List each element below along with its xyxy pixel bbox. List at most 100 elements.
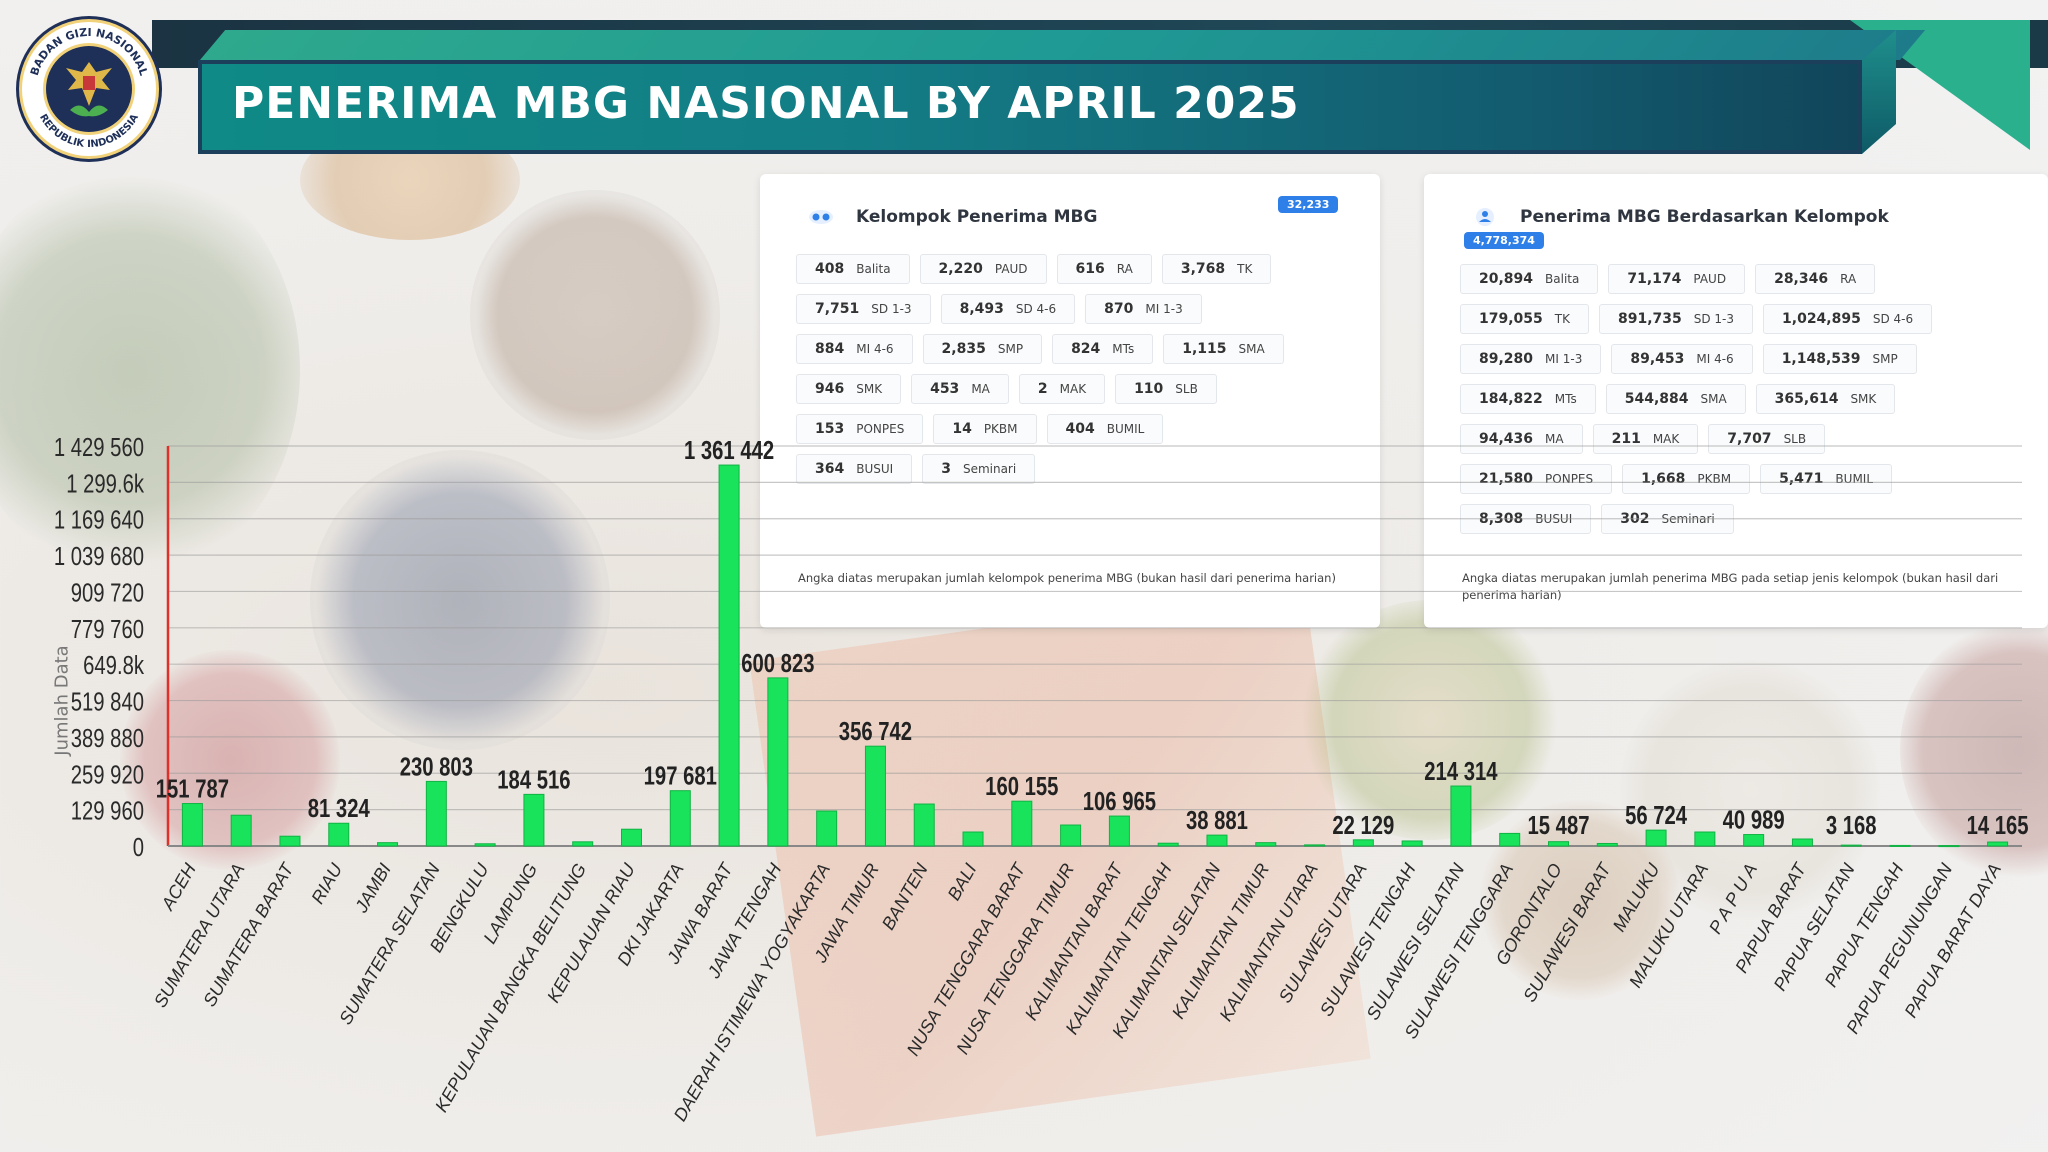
recipients-by-group-panel: Penerima MBG Berdasarkan Kelompok 4,778,… <box>1424 174 2048 628</box>
group-chip: 616 RA <box>1056 254 1152 284</box>
chip-label: SD 1-3 <box>871 302 912 316</box>
bar <box>1304 844 1326 847</box>
chip-label: RA <box>1116 262 1133 276</box>
chip-label: TK <box>1237 262 1253 276</box>
panel-title: Penerima MBG Berdasarkan Kelompok <box>1520 207 1889 227</box>
chip-label: MA <box>971 382 990 396</box>
chip-label: MI 1-3 <box>1545 352 1583 366</box>
panel-note: Angka diatas merupakan jumlah kelompok p… <box>798 571 1336 585</box>
bar <box>816 810 838 847</box>
chip-value: 110 <box>1134 381 1164 397</box>
y-tick-label: 129 960 <box>71 796 144 825</box>
x-tick-label: KEPULAUAN RIAU <box>543 859 639 1006</box>
chip-value: 1,668 <box>1641 471 1686 487</box>
group-chip: 1,148,539 SMP <box>1762 344 1917 374</box>
chip-value: 211 <box>1611 431 1641 447</box>
bar <box>523 793 545 847</box>
group-chip: 7,751 SD 1-3 <box>796 294 931 324</box>
chip-row: 20,894 Balita 71,174 PAUD 28,346 RA <box>1460 264 1932 294</box>
chip-label: BUMIL <box>1106 422 1145 436</box>
chip-row: 884 MI 4-6 2,835 SMP 824 MTs 1,115 SMA <box>796 334 1284 364</box>
chip-row: 7,751 SD 1-3 8,493 SD 4-6 870 MI 1-3 <box>796 294 1284 324</box>
bar <box>1743 834 1765 847</box>
background-bowl-oats <box>1620 660 1880 920</box>
x-tick-label: RIAU <box>307 859 346 907</box>
chip-label: PAUD <box>1693 272 1727 286</box>
y-tick-label: 909 720 <box>71 578 144 607</box>
group-chip: 89,280 MI 1-3 <box>1460 344 1602 374</box>
bar <box>1401 840 1423 847</box>
chip-value: 1,148,539 <box>1781 351 1861 367</box>
data-label: 14 165 <box>1967 811 2029 840</box>
chip-value: 1,115 <box>1182 341 1227 357</box>
chip-value: 7,707 <box>1727 431 1772 447</box>
chip-label: SD 1-3 <box>1693 312 1735 326</box>
chip-label: MA <box>1545 432 1564 446</box>
chip-row: 21,580 PONPES 1,668 PKBM 5,471 BUMIL <box>1460 464 1932 494</box>
x-tick-label: SUMATERA UTARA <box>150 860 249 1011</box>
chip-row: 184,822 MTs 544,884 SMA 365,614 SMK <box>1460 384 1932 414</box>
x-tick-label: JAMBI <box>351 860 395 917</box>
chip-label: SMA <box>1238 342 1265 356</box>
chip-label: Balita <box>1545 272 1580 286</box>
chip-value: 94,436 <box>1479 431 1534 447</box>
chip-label: MI 4-6 <box>1696 352 1734 366</box>
chip-label: MAK <box>1059 382 1087 396</box>
bar <box>1596 842 1618 847</box>
chip-row: 179,055 TK 891,735 SD 1-3 1,024,895 SD 4-6 <box>1460 304 1933 334</box>
x-tick-label: SUMATERA BARAT <box>199 858 298 1010</box>
chip-label: SLB <box>1783 432 1807 446</box>
chip-value: 21,580 <box>1479 471 1534 487</box>
bar <box>1108 815 1130 847</box>
data-label: 22 129 <box>1332 810 1394 839</box>
chip-value: 3,768 <box>1180 261 1226 277</box>
chip-value: 28,346 <box>1774 271 1829 287</box>
group-chip: 179,055 TK <box>1460 304 1589 334</box>
chip-value: 71,174 <box>1627 271 1682 287</box>
chip-value: 404 <box>1065 421 1095 437</box>
background-bowl-grains <box>470 190 720 440</box>
page-title: PENERIMA MBG NASIONAL BY APRIL 2025 <box>232 78 1300 129</box>
chip-value: 14 <box>952 421 972 437</box>
chip-label: PONPES <box>856 422 905 436</box>
group-chip: 2 MAK <box>1018 374 1106 404</box>
chip-row: 89,280 MI 1-3 89,453 MI 4-6 1,148,539 SMP <box>1460 344 1932 374</box>
group-chip: 870 MI 1-3 <box>1085 294 1202 324</box>
y-axis-ticks: 0 129 960 259 920 389 880 519 840 649.8k 779 7… <box>54 433 144 862</box>
bar <box>1255 842 1277 847</box>
chip-label: SMP <box>997 342 1024 356</box>
chip-label: SMP <box>1872 352 1898 366</box>
bar <box>1499 832 1521 847</box>
chip-value: 891,735 <box>1617 311 1682 327</box>
chip-value: 884 <box>815 341 845 357</box>
bar <box>328 822 350 847</box>
chip-row: 946 SMK 453 MA 2 MAK 110 SLB <box>796 374 1284 404</box>
chip-value: 616 <box>1075 261 1105 277</box>
x-tick-label: ACEH <box>157 859 200 914</box>
data-labels: 151 787 81 324 230 803 184 516 197 681 1 361 … <box>156 436 2029 840</box>
chip-label: Seminari <box>962 462 1017 476</box>
chip-value: 364 <box>815 461 845 477</box>
bar <box>864 745 886 847</box>
chip-value: 2,835 <box>941 341 986 357</box>
chip-value: 3 <box>941 461 951 477</box>
group-chip: 364 BUSUI <box>796 454 913 484</box>
data-label: 3 168 <box>1826 811 1877 840</box>
group-chip: 71,174 PAUD <box>1608 264 1746 294</box>
chip-label: MTs <box>1554 392 1577 406</box>
group-chip: 408 Balita <box>796 254 910 284</box>
group-chip: 946 SMK <box>796 374 902 404</box>
bar <box>1157 842 1179 847</box>
chip-value: 20,894 <box>1479 271 1534 287</box>
chip-value: 1,024,895 <box>1782 311 1861 327</box>
background-avocado <box>1300 600 1560 840</box>
bar <box>913 803 935 847</box>
chip-label: SMK <box>1850 392 1877 406</box>
group-chip: 14 PKBM <box>933 414 1037 444</box>
y-tick-label: 779 760 <box>71 614 144 643</box>
bar <box>1548 841 1569 847</box>
chip-row: 153 PONPES 14 PKBM 404 BUMIL <box>796 414 1284 444</box>
x-tick-label: SULAWESI BARAT <box>1519 858 1616 1005</box>
data-label: 197 681 <box>644 761 717 790</box>
